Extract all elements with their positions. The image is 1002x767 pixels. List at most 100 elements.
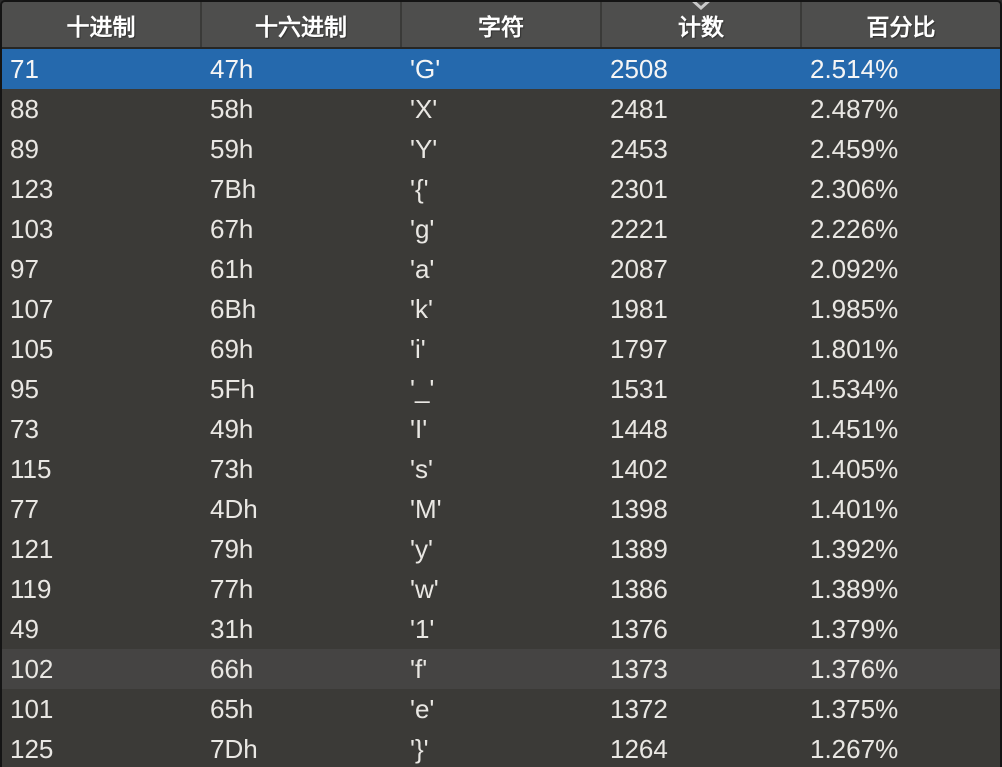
cell-hex: 5Fh [210,374,255,404]
cell-hex: 7Bh [210,174,257,204]
column-header-hex[interactable]: 十六进制 [202,2,402,47]
table-row[interactable]: 71 47h 'G' 2508 2.514% [2,49,1000,89]
table-row[interactable]: 115 73h 's' 1402 1.405% [2,449,1000,489]
cell-count: 2453 [610,134,668,164]
cell-char: 'w' [410,574,439,604]
cell-percent: 1.376% [810,654,899,684]
cell-hex: 7Dh [210,734,258,764]
table-row[interactable]: 105 69h 'i' 1797 1.801% [2,329,1000,369]
table-row[interactable]: 119 77h 'w' 1386 1.389% [2,569,1000,609]
cell-decimal: 77 [10,494,39,524]
cell-char: 's' [410,454,433,484]
table-row[interactable]: 107 6Bh 'k' 1981 1.985% [2,289,1000,329]
cell-percent: 2.306% [810,174,899,204]
cell-hex: 69h [210,334,254,364]
cell-percent: 1.451% [810,414,899,444]
cell-char: 'M' [410,494,442,524]
cell-hex: 49h [210,414,254,444]
cell-count: 1372 [610,694,668,724]
cell-hex: 66h [210,654,254,684]
cell-char: 'I' [410,414,428,444]
table-row[interactable]: 49 31h '1' 1376 1.379% [2,609,1000,649]
cell-percent: 1.389% [810,574,899,604]
cell-hex: 59h [210,134,254,164]
table-row[interactable]: 97 61h 'a' 2087 2.092% [2,249,1000,289]
cell-char: 'X' [410,94,438,124]
cell-count: 1389 [610,534,668,564]
cell-decimal: 103 [10,214,54,244]
cell-count: 1981 [610,294,668,324]
cell-percent: 1.375% [810,694,899,724]
cell-count: 2301 [610,174,668,204]
cell-decimal: 97 [10,254,39,284]
cell-decimal: 105 [10,334,54,364]
cell-hex: 61h [210,254,254,284]
cell-count: 2481 [610,94,668,124]
cell-decimal: 121 [10,534,54,564]
table-row[interactable]: 121 79h 'y' 1389 1.392% [2,529,1000,569]
cell-count: 1398 [610,494,668,524]
cell-percent: 1.392% [810,534,899,564]
cell-count: 2508 [610,54,668,84]
cell-count: 1373 [610,654,668,684]
cell-percent: 1.405% [810,454,899,484]
cell-count: 1386 [610,574,668,604]
cell-percent: 2.459% [810,134,899,164]
cell-hex: 47h [210,54,254,84]
table-row[interactable]: 95 5Fh '_' 1531 1.534% [2,369,1000,409]
cell-char: '1' [410,614,435,644]
cell-char: 'i' [410,334,426,364]
cell-count: 1402 [610,454,668,484]
cell-char: 'y' [410,534,433,564]
cell-hex: 4Dh [210,494,258,524]
column-header-percent[interactable]: 百分比 [802,2,1000,47]
cell-hex: 73h [210,454,254,484]
cell-count: 2221 [610,214,668,244]
cell-count: 1376 [610,614,668,644]
cell-percent: 1.401% [810,494,899,524]
cell-char: '{' [410,174,429,204]
cell-percent: 2.514% [810,54,899,84]
column-header-char-label: 字符 [478,13,524,40]
table-row[interactable]: 103 67h 'g' 2221 2.226% [2,209,1000,249]
column-header-hex-label: 十六进制 [255,13,347,40]
cell-decimal: 123 [10,174,54,204]
cell-percent: 1.801% [810,334,899,364]
cell-decimal: 115 [10,454,52,484]
cell-decimal: 119 [10,574,52,604]
column-header-count[interactable]: 计数 [602,2,802,47]
table-row[interactable]: 123 7Bh '{' 2301 2.306% [2,169,1000,209]
table-row[interactable]: 125 7Dh '}' 1264 1.267% [2,729,1000,767]
table-header: 十进制 十六进制 字符 计数 百分比 [2,2,1000,49]
cell-decimal: 89 [10,134,39,164]
cell-count: 1264 [610,734,668,764]
column-header-count-label: 计数 [678,13,724,40]
table-row[interactable]: 101 65h 'e' 1372 1.375% [2,689,1000,729]
cell-hex: 67h [210,214,254,244]
cell-char: 'G' [410,54,441,84]
cell-decimal: 101 [10,694,54,724]
cell-decimal: 73 [10,414,39,444]
column-header-decimal[interactable]: 十进制 [2,2,202,47]
cell-percent: 2.092% [810,254,899,284]
cell-char: '_' [410,374,435,404]
cell-hex: 58h [210,94,254,124]
table-row[interactable]: 102 66h 'f' 1373 1.376% [2,649,1000,689]
cell-char: 'g' [410,214,435,244]
cell-char: 'k' [410,294,433,324]
cell-count: 1797 [610,334,668,364]
cell-char: '}' [410,734,429,764]
cell-hex: 65h [210,694,254,724]
table-row[interactable]: 89 59h 'Y' 2453 2.459% [2,129,1000,169]
column-header-percent-label: 百分比 [866,13,936,40]
table-row[interactable]: 77 4Dh 'M' 1398 1.401% [2,489,1000,529]
cell-char: 'Y' [410,134,438,164]
cell-hex: 79h [210,534,254,564]
table-row[interactable]: 88 58h 'X' 2481 2.487% [2,89,1000,129]
column-header-char[interactable]: 字符 [402,2,602,47]
cell-char: 'f' [410,654,428,684]
cell-char: 'e' [410,694,435,724]
table-row[interactable]: 73 49h 'I' 1448 1.451% [2,409,1000,449]
cell-decimal: 95 [10,374,39,404]
column-header-decimal-label: 十进制 [66,13,136,40]
